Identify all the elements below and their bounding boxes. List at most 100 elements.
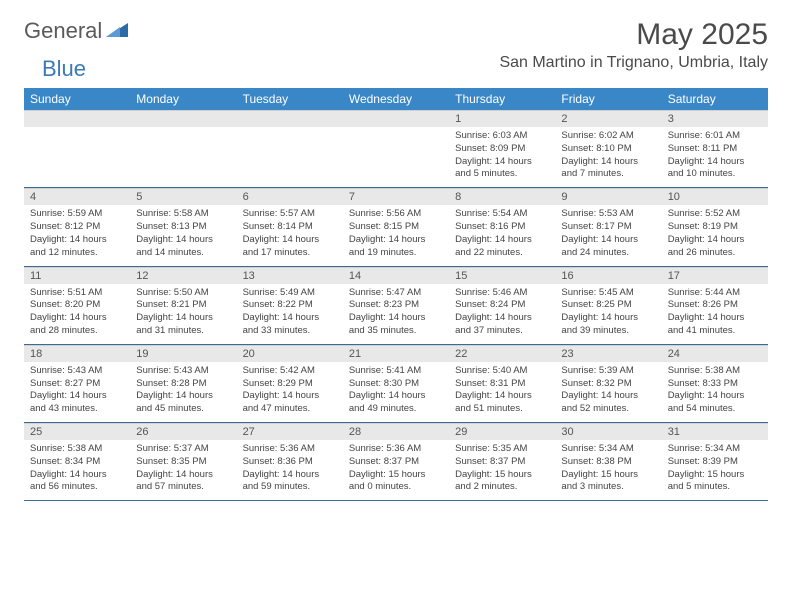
sunset-line: Sunset: 8:15 PM: [349, 221, 443, 234]
daylight-line: Daylight: 14 hours and 31 minutes.: [136, 312, 230, 338]
sunset-line: Sunset: 8:10 PM: [561, 143, 655, 156]
day-body: Sunrise: 5:40 AMSunset: 8:31 PMDaylight:…: [449, 362, 555, 422]
calendar-day-cell: 13Sunrise: 5:49 AMSunset: 8:22 PMDayligh…: [237, 266, 343, 344]
sunrise-line: Sunrise: 5:47 AM: [349, 287, 443, 300]
daylight-line: Daylight: 14 hours and 37 minutes.: [455, 312, 549, 338]
calendar-day-cell: 6Sunrise: 5:57 AMSunset: 8:14 PMDaylight…: [237, 188, 343, 266]
day-body: Sunrise: 5:44 AMSunset: 8:26 PMDaylight:…: [662, 284, 768, 344]
sunrise-line: Sunrise: 5:44 AM: [668, 287, 762, 300]
day-number: 28: [343, 423, 449, 440]
sunrise-line: Sunrise: 5:59 AM: [30, 208, 124, 221]
daylight-line: Daylight: 14 hours and 22 minutes.: [455, 234, 549, 260]
sunrise-line: Sunrise: 5:53 AM: [561, 208, 655, 221]
day-body: [237, 127, 343, 177]
sunrise-line: Sunrise: 5:37 AM: [136, 443, 230, 456]
calendar-day-cell: 24Sunrise: 5:38 AMSunset: 8:33 PMDayligh…: [662, 344, 768, 422]
day-number: 27: [237, 423, 343, 440]
sunset-line: Sunset: 8:12 PM: [30, 221, 124, 234]
sunset-line: Sunset: 8:34 PM: [30, 456, 124, 469]
sunrise-line: Sunrise: 5:57 AM: [243, 208, 337, 221]
sunrise-line: Sunrise: 5:36 AM: [349, 443, 443, 456]
daylight-line: Daylight: 14 hours and 52 minutes.: [561, 390, 655, 416]
day-body: Sunrise: 5:57 AMSunset: 8:14 PMDaylight:…: [237, 205, 343, 265]
logo-text-general: General: [24, 18, 102, 44]
sunrise-line: Sunrise: 5:38 AM: [668, 365, 762, 378]
calendar-week-row: 1Sunrise: 6:03 AMSunset: 8:09 PMDaylight…: [24, 110, 768, 188]
day-number: 18: [24, 345, 130, 362]
calendar-day-cell: 20Sunrise: 5:42 AMSunset: 8:29 PMDayligh…: [237, 344, 343, 422]
day-body: Sunrise: 5:38 AMSunset: 8:33 PMDaylight:…: [662, 362, 768, 422]
weekday-header: Sunday: [24, 88, 130, 110]
daylight-line: Daylight: 14 hours and 26 minutes.: [668, 234, 762, 260]
sunset-line: Sunset: 8:39 PM: [668, 456, 762, 469]
daylight-line: Daylight: 14 hours and 51 minutes.: [455, 390, 549, 416]
sunrise-line: Sunrise: 5:58 AM: [136, 208, 230, 221]
daylight-line: Daylight: 14 hours and 12 minutes.: [30, 234, 124, 260]
sunset-line: Sunset: 8:23 PM: [349, 299, 443, 312]
daylight-line: Daylight: 14 hours and 10 minutes.: [668, 156, 762, 182]
sunrise-line: Sunrise: 5:50 AM: [136, 287, 230, 300]
calendar-day-cell: 1Sunrise: 6:03 AMSunset: 8:09 PMDaylight…: [449, 110, 555, 188]
day-number: 8: [449, 188, 555, 205]
calendar-day-cell: 4Sunrise: 5:59 AMSunset: 8:12 PMDaylight…: [24, 188, 130, 266]
day-body: Sunrise: 5:41 AMSunset: 8:30 PMDaylight:…: [343, 362, 449, 422]
weekday-header: Saturday: [662, 88, 768, 110]
sunrise-line: Sunrise: 5:54 AM: [455, 208, 549, 221]
day-body: Sunrise: 5:39 AMSunset: 8:32 PMDaylight:…: [555, 362, 661, 422]
day-number: 19: [130, 345, 236, 362]
daylight-line: Daylight: 14 hours and 17 minutes.: [243, 234, 337, 260]
day-number: 2: [555, 110, 661, 127]
weekday-header: Tuesday: [237, 88, 343, 110]
sunrise-line: Sunrise: 5:38 AM: [30, 443, 124, 456]
day-body: Sunrise: 5:45 AMSunset: 8:25 PMDaylight:…: [555, 284, 661, 344]
daylight-line: Daylight: 14 hours and 24 minutes.: [561, 234, 655, 260]
day-body: Sunrise: 6:01 AMSunset: 8:11 PMDaylight:…: [662, 127, 768, 187]
daylight-line: Daylight: 15 hours and 2 minutes.: [455, 469, 549, 495]
sunrise-line: Sunrise: 5:39 AM: [561, 365, 655, 378]
calendar-week-row: 11Sunrise: 5:51 AMSunset: 8:20 PMDayligh…: [24, 266, 768, 344]
sunset-line: Sunset: 8:27 PM: [30, 378, 124, 391]
logo-text-blue: Blue: [42, 56, 86, 82]
sunset-line: Sunset: 8:11 PM: [668, 143, 762, 156]
day-body: [24, 127, 130, 177]
sunset-line: Sunset: 8:28 PM: [136, 378, 230, 391]
day-body: Sunrise: 5:34 AMSunset: 8:39 PMDaylight:…: [662, 440, 768, 500]
sunrise-line: Sunrise: 6:01 AM: [668, 130, 762, 143]
sunset-line: Sunset: 8:20 PM: [30, 299, 124, 312]
daylight-line: Daylight: 14 hours and 56 minutes.: [30, 469, 124, 495]
sunset-line: Sunset: 8:37 PM: [349, 456, 443, 469]
calendar-day-cell: 19Sunrise: 5:43 AMSunset: 8:28 PMDayligh…: [130, 344, 236, 422]
sunrise-line: Sunrise: 5:51 AM: [30, 287, 124, 300]
day-number: 21: [343, 345, 449, 362]
day-number: 29: [449, 423, 555, 440]
day-number: [24, 110, 130, 127]
day-number: [130, 110, 236, 127]
sunrise-line: Sunrise: 5:45 AM: [561, 287, 655, 300]
daylight-line: Daylight: 14 hours and 14 minutes.: [136, 234, 230, 260]
sunrise-line: Sunrise: 5:46 AM: [455, 287, 549, 300]
daylight-line: Daylight: 14 hours and 43 minutes.: [30, 390, 124, 416]
sunset-line: Sunset: 8:17 PM: [561, 221, 655, 234]
calendar-table: SundayMondayTuesdayWednesdayThursdayFrid…: [24, 88, 768, 501]
daylight-line: Daylight: 14 hours and 59 minutes.: [243, 469, 337, 495]
daylight-line: Daylight: 14 hours and 39 minutes.: [561, 312, 655, 338]
sunrise-line: Sunrise: 6:03 AM: [455, 130, 549, 143]
day-number: 7: [343, 188, 449, 205]
calendar-day-cell: [237, 110, 343, 188]
sunset-line: Sunset: 8:31 PM: [455, 378, 549, 391]
calendar-day-cell: 10Sunrise: 5:52 AMSunset: 8:19 PMDayligh…: [662, 188, 768, 266]
day-body: Sunrise: 5:46 AMSunset: 8:24 PMDaylight:…: [449, 284, 555, 344]
location-subtitle: San Martino in Trignano, Umbria, Italy: [499, 54, 768, 72]
day-body: Sunrise: 6:03 AMSunset: 8:09 PMDaylight:…: [449, 127, 555, 187]
month-title: May 2025: [499, 18, 768, 52]
day-number: 17: [662, 267, 768, 284]
daylight-line: Daylight: 14 hours and 28 minutes.: [30, 312, 124, 338]
day-number: 24: [662, 345, 768, 362]
day-number: 15: [449, 267, 555, 284]
calendar-day-cell: 12Sunrise: 5:50 AMSunset: 8:21 PMDayligh…: [130, 266, 236, 344]
sunset-line: Sunset: 8:24 PM: [455, 299, 549, 312]
day-body: Sunrise: 5:43 AMSunset: 8:28 PMDaylight:…: [130, 362, 236, 422]
day-number: 12: [130, 267, 236, 284]
calendar-week-row: 4Sunrise: 5:59 AMSunset: 8:12 PMDaylight…: [24, 188, 768, 266]
daylight-line: Daylight: 14 hours and 45 minutes.: [136, 390, 230, 416]
